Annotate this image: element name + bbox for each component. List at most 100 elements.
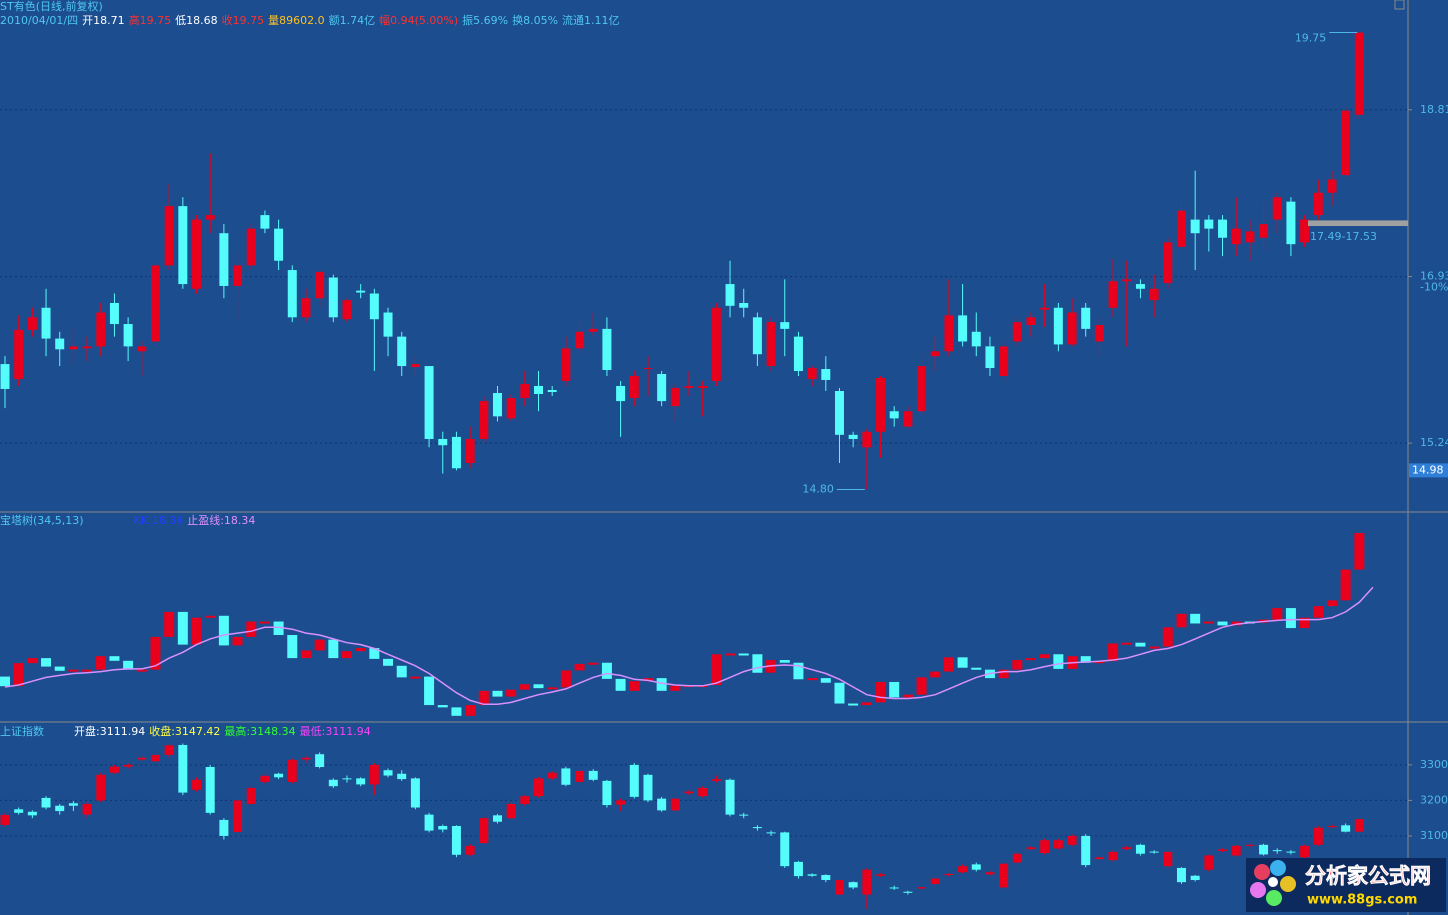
tower-bar [711, 654, 722, 686]
candle-body [1231, 228, 1241, 245]
candle-body [14, 809, 24, 813]
candle-body [260, 775, 270, 782]
candle-body [657, 373, 667, 402]
candle-body [68, 803, 78, 806]
candle-body [780, 832, 790, 867]
candle-body [1259, 844, 1269, 855]
tower-bar [1354, 533, 1365, 570]
candle-body [1163, 851, 1173, 867]
candle-body [1108, 281, 1118, 308]
tower-bar [861, 702, 872, 706]
candle-body [219, 233, 229, 286]
tower-bar [451, 707, 462, 716]
candle-body [465, 845, 475, 855]
tower-bar [1217, 621, 1228, 626]
tower-bar [109, 656, 120, 661]
candle-body [917, 366, 927, 412]
info-item: 止盈线:18.34 [187, 514, 256, 527]
tower-bar [1313, 606, 1324, 618]
candle-body [479, 401, 489, 439]
candle-body [1341, 110, 1351, 176]
tower-bar [191, 617, 202, 645]
tower-bar [957, 657, 968, 668]
info-item: 振5.69% [462, 14, 509, 27]
candle-body [834, 390, 844, 435]
candle-body [14, 329, 24, 379]
candle-body [930, 351, 940, 357]
candle-body [711, 307, 721, 381]
tower-bar [164, 611, 175, 637]
candle-body [205, 767, 215, 813]
tower-bar [437, 705, 448, 708]
candle-body [55, 805, 65, 812]
info-item: 收19.75 [221, 14, 265, 27]
tower-bar [1026, 658, 1036, 661]
info-item: 低18.68 [175, 14, 218, 27]
window-button[interactable] [1394, 0, 1405, 10]
tower-bar [670, 685, 681, 691]
chart-title: ST有色(日线,前复权) [0, 0, 103, 13]
tower-bar [1203, 621, 1214, 624]
tower-bar [519, 684, 530, 690]
candle-body [1026, 317, 1036, 326]
candle-body [588, 770, 598, 780]
candle-body [27, 317, 37, 330]
candle-body [109, 766, 119, 773]
info-item: 最高:3148.34 [224, 725, 296, 738]
candle-body [1053, 307, 1063, 345]
candle-body [807, 874, 817, 876]
candle-body [328, 277, 338, 318]
watermark-url: www.88gs.com [1307, 893, 1417, 908]
tower-bar [1053, 654, 1064, 669]
tower-bar [615, 678, 626, 691]
candle-body [192, 779, 202, 790]
candle-body [55, 338, 65, 350]
candle-body [985, 872, 995, 875]
tower-bar [342, 651, 352, 659]
candle-body [1354, 32, 1364, 115]
candle-body [301, 757, 311, 760]
annotation: 14.80 [802, 483, 834, 496]
price-box [1409, 463, 1448, 478]
candle-body [670, 387, 680, 407]
candle-body [1354, 819, 1364, 832]
tower-bar [314, 639, 325, 651]
candle-body [96, 312, 106, 347]
price-band [1308, 220, 1408, 227]
tower-bar [1176, 613, 1187, 628]
candle-body [1272, 197, 1282, 220]
candle-body [1094, 857, 1104, 860]
tower-bar [150, 636, 161, 670]
candle-body [944, 873, 954, 876]
candle-body [534, 385, 544, 395]
candle-body [971, 864, 981, 870]
tower-bar [533, 684, 544, 689]
candle-body [876, 377, 886, 432]
info-item: 幅0.94(5.00%) [379, 14, 459, 27]
candle-body [547, 772, 557, 779]
tower-bar [889, 681, 900, 698]
candle-body [862, 869, 872, 895]
candle-body [903, 891, 913, 893]
y-tick-label: 3100 [1420, 829, 1448, 842]
tower-bar [177, 611, 188, 645]
tower-bar [560, 670, 571, 688]
candle-body [260, 215, 270, 229]
candle-body [575, 331, 585, 349]
kk-line [4, 586, 1374, 706]
candle-body [657, 798, 667, 811]
candle-body [1094, 325, 1104, 342]
candle-body [848, 882, 858, 888]
candle-body [451, 436, 461, 469]
candle-body [506, 398, 516, 419]
band-label: 17.49-17.53 [1310, 230, 1377, 243]
candle-body [629, 375, 639, 399]
candle-body [0, 364, 10, 389]
chart-title: 宝塔树(34,5,13) [0, 514, 84, 527]
tower-bar [1162, 627, 1173, 647]
candle-body [27, 811, 37, 816]
y-tick-label: 15.24 [1420, 436, 1448, 449]
tower-info-row: 宝塔树(34,5,13) KK:18.34 止盈线:18.34 [0, 514, 259, 527]
candle-body [328, 779, 338, 787]
